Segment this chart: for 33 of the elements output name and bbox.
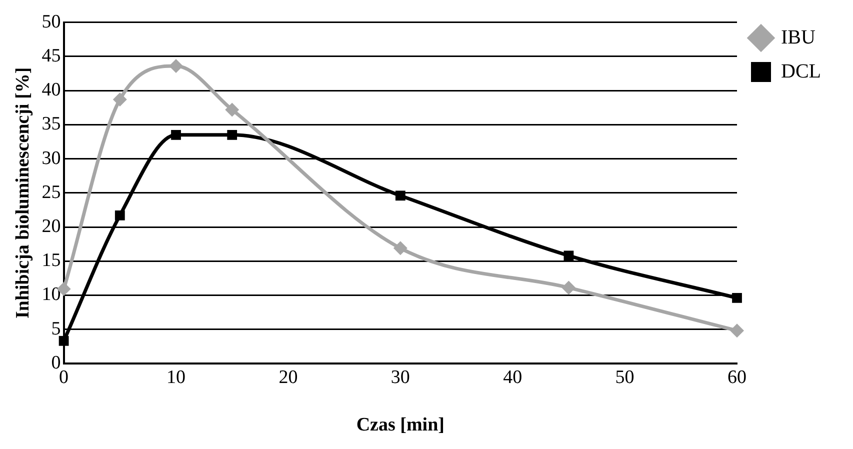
legend-label: IBU <box>781 26 816 48</box>
point <box>58 336 69 346</box>
y-tick-label: 35 <box>42 114 61 135</box>
y-tick-label: 5 <box>51 318 61 340</box>
y-tick-label: 15 <box>42 250 61 272</box>
point <box>169 59 183 74</box>
point <box>564 250 574 261</box>
y-tick-label: 45 <box>42 45 61 66</box>
x-tick-label: 50 <box>615 366 634 388</box>
x-axis-title: Czas [min] <box>356 414 444 436</box>
point <box>171 130 181 140</box>
y-tick-label: 25 <box>42 182 61 203</box>
point <box>225 102 240 117</box>
y-axis-title: Inhibicja bioluminescencji [%] <box>12 67 34 319</box>
y-tick-label: 30 <box>42 148 61 169</box>
x-tick-label: 60 <box>728 366 746 388</box>
y-tick-label: 50 <box>42 11 61 32</box>
point <box>114 210 125 220</box>
point <box>730 324 744 338</box>
y-tick-label: 20 <box>42 216 61 237</box>
point <box>732 292 742 303</box>
point <box>227 130 238 140</box>
point <box>112 92 127 106</box>
point <box>393 241 408 256</box>
x-tick-label: 20 <box>278 366 298 388</box>
x-tick-label: 40 <box>503 366 522 388</box>
legend-label: DCL <box>781 60 821 82</box>
y-tick-label: 0 <box>51 352 61 374</box>
y-tick-label: 40 <box>42 80 61 101</box>
x-tick-label: 10 <box>166 366 186 388</box>
point <box>395 190 406 201</box>
x-tick-label: 30 <box>390 366 410 388</box>
point <box>562 280 576 295</box>
